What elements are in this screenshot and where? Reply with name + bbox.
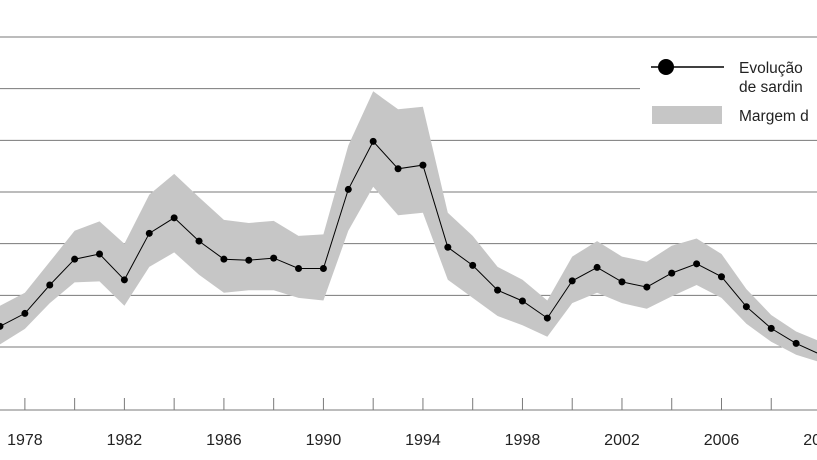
legend-band-label: Margem d	[739, 108, 809, 125]
x-tick-label: 1986	[206, 432, 242, 449]
data-point	[369, 137, 377, 145]
x-tick-label: 1994	[405, 432, 441, 449]
data-point	[419, 161, 427, 169]
legend-point-symbol	[658, 59, 674, 75]
data-point	[668, 269, 676, 277]
x-tick-label: 2010	[803, 432, 817, 449]
data-point	[543, 314, 551, 322]
x-axis-tick-labels: 1978 1982 1986 1990 1994 1998 2002 2006 2010	[7, 432, 817, 449]
legend: Evolução de sardin Margem d	[640, 50, 817, 130]
data-point	[792, 339, 800, 347]
data-point	[742, 303, 750, 311]
data-point	[145, 229, 153, 237]
legend-band-swatch	[652, 106, 722, 124]
data-point	[245, 256, 253, 264]
data-point	[0, 322, 4, 330]
data-point	[295, 264, 303, 272]
data-point	[46, 281, 54, 289]
data-point	[71, 255, 79, 263]
margin-band	[0, 91, 817, 362]
series-line	[0, 140, 817, 354]
data-point	[494, 286, 502, 294]
x-tick-label: 2002	[604, 432, 640, 449]
data-point	[693, 260, 701, 268]
data-point	[643, 283, 651, 291]
x-axis-ticks	[24, 398, 772, 410]
data-point	[220, 255, 228, 263]
data-point	[518, 297, 526, 305]
legend-line-label-2: de sardin	[739, 79, 803, 96]
data-point	[120, 276, 128, 284]
data-point	[469, 261, 477, 269]
data-point	[270, 254, 278, 262]
data-point	[96, 250, 104, 258]
data-point	[319, 264, 327, 272]
data-points	[0, 137, 800, 347]
data-point	[195, 237, 203, 245]
x-tick-label: 1990	[306, 432, 342, 449]
legend-line-label-1: Evolução	[739, 60, 803, 77]
x-tick-label: 1998	[505, 432, 541, 449]
data-point	[444, 243, 452, 251]
data-point	[717, 273, 725, 281]
data-point	[21, 309, 29, 317]
data-point	[568, 277, 576, 285]
data-point	[618, 278, 626, 286]
x-tick-label: 1978	[7, 432, 43, 449]
data-point	[394, 165, 402, 173]
x-tick-label: 1982	[107, 432, 143, 449]
data-point	[593, 263, 601, 271]
data-point	[170, 214, 178, 222]
data-point	[767, 324, 775, 332]
x-tick-label: 2006	[704, 432, 740, 449]
data-point	[344, 185, 352, 193]
